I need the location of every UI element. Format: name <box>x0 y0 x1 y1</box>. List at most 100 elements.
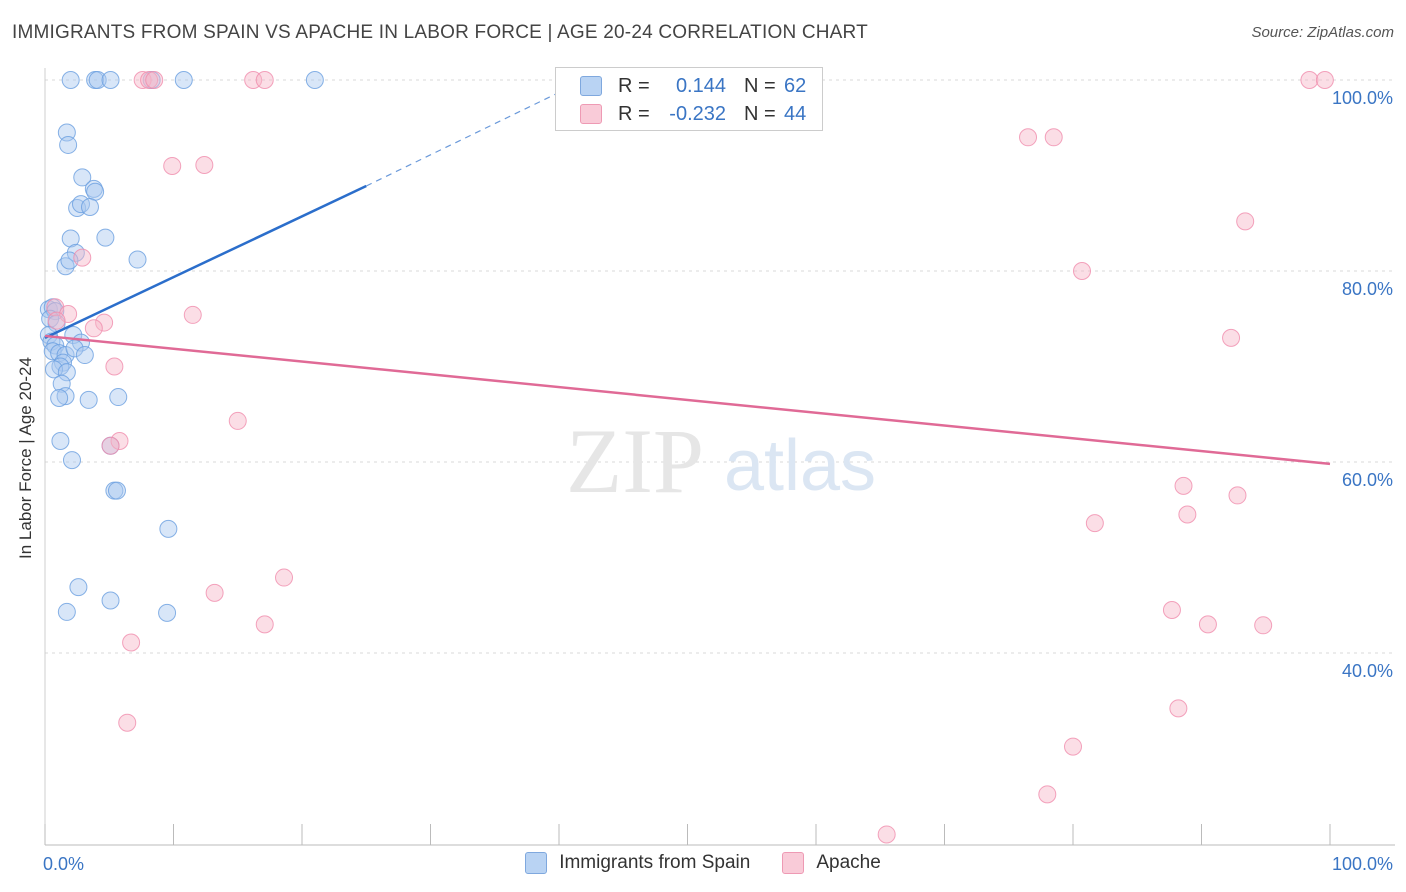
correlation-legend: R = 0.144 N = 62 R = -0.232 N = 44 <box>555 67 823 131</box>
point-spain <box>96 228 115 247</box>
point-apache <box>1236 212 1255 231</box>
x-tick-label: 0.0% <box>43 854 84 874</box>
point-spain <box>75 346 94 365</box>
grid-lines <box>45 79 1395 654</box>
y-tick-label: 100.0% <box>1332 88 1393 108</box>
axes <box>44 68 1395 846</box>
point-spain <box>50 389 69 408</box>
point-spain <box>59 135 78 154</box>
legend-r-label: R = <box>618 74 650 97</box>
point-spain <box>62 451 81 470</box>
legend-row-spain: R = 0.144 N = 62 <box>580 72 806 100</box>
trend-line-apache <box>44 334 1331 466</box>
legend-item-spain: Immigrants from Spain <box>525 852 750 874</box>
point-spain <box>80 198 99 217</box>
point-apache <box>84 319 103 338</box>
point-apache <box>877 825 896 844</box>
point-apache <box>1162 601 1181 620</box>
point-apache <box>205 583 224 602</box>
point-apache <box>1222 328 1241 347</box>
point-apache <box>105 357 124 376</box>
point-apache <box>1254 616 1273 635</box>
point-spain <box>79 390 98 409</box>
tick-labels: 40.0% 60.0% 80.0% 100.0% 0.0% 100.0% <box>43 88 1393 874</box>
x-tick-label: 100.0% <box>1332 854 1393 874</box>
point-spain <box>51 431 70 450</box>
point-apache <box>101 436 120 455</box>
legend-item-apache: Apache <box>782 852 881 874</box>
point-apache <box>163 156 182 175</box>
point-apache <box>1019 128 1038 147</box>
point-apache <box>118 713 137 732</box>
point-spain <box>101 71 120 89</box>
y-tick-label: 80.0% <box>1342 279 1393 299</box>
trend-line-spain <box>44 184 367 339</box>
point-spain <box>128 250 147 269</box>
point-apache <box>110 431 129 450</box>
point-apache <box>140 71 159 89</box>
point-apache <box>1228 486 1247 505</box>
point-apache <box>195 155 214 174</box>
legend-label-apache: Apache <box>816 852 881 873</box>
point-apache <box>1169 699 1188 718</box>
legend-swatch-spain <box>580 76 602 96</box>
point-spain <box>66 243 85 262</box>
point-apache <box>47 311 66 330</box>
point-spain <box>88 71 107 89</box>
legend-label-spain: Immigrants from Spain <box>559 852 751 873</box>
point-apache <box>59 304 78 323</box>
point-apache <box>183 305 202 324</box>
legend-r-label: R = <box>618 102 650 125</box>
legend-n-value: 62 <box>784 74 807 97</box>
point-spain <box>109 388 128 407</box>
point-spain <box>158 603 177 622</box>
point-apache <box>1044 128 1063 147</box>
watermark-atlas: atlas <box>724 426 876 506</box>
y-tick-label: 40.0% <box>1342 661 1393 681</box>
point-apache <box>1315 71 1334 89</box>
legend-n-value: 44 <box>784 102 807 125</box>
point-spain <box>41 309 60 328</box>
trend-line-spain-extension <box>365 79 585 187</box>
point-spain <box>56 387 75 406</box>
watermark-zip: ZIP <box>566 410 704 512</box>
watermark: ZIP atlas <box>566 410 876 512</box>
point-apache <box>1038 785 1057 804</box>
point-apache <box>275 568 294 587</box>
point-spain <box>101 591 120 610</box>
point-spain <box>174 71 193 89</box>
point-apache <box>122 633 141 652</box>
point-apache <box>1085 514 1104 533</box>
point-apache <box>1178 505 1197 524</box>
legend-row-apache: R = -0.232 N = 44 <box>580 100 806 128</box>
point-apache <box>95 313 114 332</box>
point-apache <box>145 71 164 89</box>
point-apache <box>73 248 92 267</box>
legend-n-label: N = <box>744 74 776 97</box>
point-spain <box>305 71 324 89</box>
source-label: Source: ZipAtlas.com <box>1251 24 1394 41</box>
legend-n-label: N = <box>744 102 776 125</box>
point-apache <box>1064 737 1082 756</box>
legend-swatch-apache <box>782 852 805 874</box>
point-spain <box>57 602 76 621</box>
point-apache <box>255 71 274 89</box>
legend-swatch-apache <box>580 104 602 124</box>
point-spain <box>86 182 105 201</box>
point-apache <box>1174 476 1193 495</box>
point-spain <box>107 481 126 500</box>
legend-swatch-spain <box>525 852 548 874</box>
trend-lines <box>44 79 1331 466</box>
point-apache <box>255 615 274 634</box>
point-apache <box>1300 71 1319 89</box>
point-spain <box>84 179 103 198</box>
legend-r-value: 0.144 <box>675 74 726 97</box>
point-spain <box>159 519 178 538</box>
series-legend: Immigrants from Spain Apache <box>0 852 1406 874</box>
y-axis-label: In Labor Force | Age 20-24 <box>16 357 35 559</box>
point-apache <box>1072 262 1091 280</box>
point-apache <box>228 411 247 430</box>
data-points <box>39 71 1334 844</box>
point-spain <box>61 71 80 89</box>
